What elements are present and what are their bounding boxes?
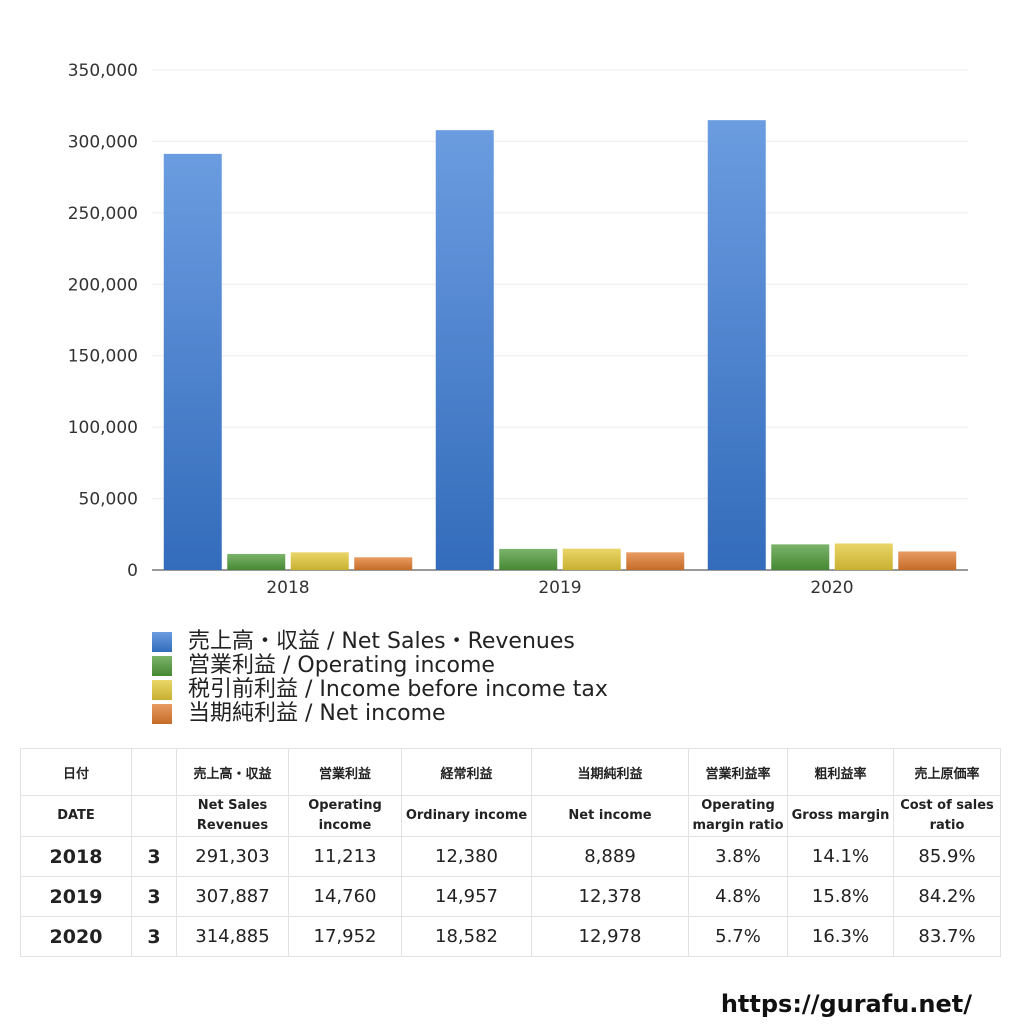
grid-lines [152,69,968,571]
value-cell: 12,378 [531,876,689,917]
x-tick-label: 2020 [810,578,853,598]
header-cell-en: Operating income [288,795,402,837]
bar-2019-series-4 [626,552,685,570]
header-cell-jp [131,748,177,796]
header-cell-en: Gross margin [787,795,894,837]
bar-2020-series-4 [898,551,957,570]
legend-swatch [152,656,172,676]
header-cell-jp: 経常利益 [401,748,532,796]
header-cell-en: Ordinary income [401,795,532,837]
header-cell-en: Cost of sales ratio [893,795,1001,837]
y-tick-label: 100,000 [68,418,138,438]
bar-chart: 0 50,000 100,000 150,000 200,000 250,000 300,0… [68,61,968,598]
legend-item: 税引前利益 / Income before income tax [152,678,608,702]
table-body: 2018 3 291,303 11,213 12,380 8,889 3.8% 14.1% 85… [20,836,1001,957]
year-cell: 2019 [20,876,132,917]
month-cell: 3 [131,836,177,877]
table-row: 2018 3 291,303 11,213 12,380 8,889 3.8% 14.1% 85… [20,836,1001,877]
legend-swatch [152,704,172,724]
financial-table-wrapper: 日付 売上高・収益 営業利益 経常利益 当期純利益 営業利益率 粗利益率 売上原価率 DATE… [20,748,1001,957]
legend-label: 営業利益 / Operating income [188,653,495,678]
y-tick-label: 200,000 [68,275,138,295]
table-header-english: DATE Net Sales Revenues Operating income Ordi… [20,795,1001,837]
value-cell: 314,885 [176,916,289,957]
value-cell: 18,582 [401,916,532,957]
legend-swatch [152,680,172,700]
y-tick-label: 300,000 [68,132,138,152]
financial-table: 日付 売上高・収益 営業利益 経常利益 当期純利益 営業利益率 粗利益率 売上原価率 DATE… [20,748,1001,957]
table-header-japanese: 日付 売上高・収益 営業利益 経常利益 当期純利益 営業利益率 粗利益率 売上原価率 [20,748,1001,796]
x-tick-label: 2019 [538,578,581,598]
header-cell-jp: 営業利益率 [688,748,788,796]
bar-2019-series-1 [435,130,494,570]
bar-2018-series-1 [163,153,222,571]
value-cell: 8,889 [531,836,689,877]
y-axis-ticks: 0 50,000 100,000 150,000 200,000 250,000 300,0… [68,61,138,581]
header-cell-jp: 売上高・収益 [176,748,289,796]
legend-label: 当期純利益 / Net income [188,701,446,726]
x-tick-label: 2018 [266,578,309,598]
legend-item: 売上高・収益 / Net Sales・Revenues [152,630,608,654]
value-cell: 83.7% [893,916,1001,957]
x-axis-ticks: 2018 2019 2020 [266,578,853,598]
table-row: 2020 3 314,885 17,952 18,582 12,978 5.7% 16.3% 8… [20,916,1001,957]
header-cell-en: DATE [20,795,132,837]
legend-item: 営業利益 / Operating income [152,654,608,678]
header-cell-jp: 営業利益 [288,748,402,796]
value-cell: 307,887 [176,876,289,917]
chart-legend: 売上高・収益 / Net Sales・Revenues 営業利益 / Operat… [152,630,608,726]
bars [163,120,957,571]
value-cell: 84.2% [893,876,1001,917]
header-cell-jp: 売上原価率 [893,748,1001,796]
header-cell-jp: 当期純利益 [531,748,689,796]
legend-label: 税引前利益 / Income before income tax [188,677,608,702]
value-cell: 12,380 [401,836,532,877]
legend-swatch [152,632,172,652]
month-cell: 3 [131,876,177,917]
year-cell: 2018 [20,836,132,877]
legend-label: 売上高・収益 / Net Sales・Revenues [188,629,575,654]
value-cell: 15.8% [787,876,894,917]
header-cell-en: Net income [531,795,689,837]
chart-canvas: 0 50,000 100,000 150,000 200,000 250,000 300,0… [68,61,968,598]
bar-2018-series-3 [290,552,349,570]
bar-2018-series-2 [227,553,286,570]
month-cell: 3 [131,916,177,957]
header-cell-en: Net Sales Revenues [176,795,289,837]
header-cell-en: Operating margin ratio [688,795,788,837]
bar-2020-series-3 [834,543,893,570]
bar-2020-series-2 [771,544,830,570]
value-cell: 17,952 [288,916,402,957]
value-cell: 16.3% [787,916,894,957]
value-cell: 14.1% [787,836,894,877]
table-row: 2019 3 307,887 14,760 14,957 12,378 4.8% 15.8% 8… [20,876,1001,917]
value-cell: 14,760 [288,876,402,917]
y-tick-label: 350,000 [68,61,138,81]
header-cell-jp: 日付 [20,748,132,796]
bar-2019-series-3 [562,548,621,570]
y-tick-label: 250,000 [68,204,138,224]
value-cell: 291,303 [176,836,289,877]
value-cell: 14,957 [401,876,532,917]
bar-2019-series-2 [499,548,558,570]
value-cell: 85.9% [893,836,1001,877]
legend-item: 当期純利益 / Net income [152,702,608,726]
y-tick-label: 50,000 [79,490,138,510]
value-cell: 3.8% [688,836,788,877]
value-cell: 12,978 [531,916,689,957]
y-tick-label: 0 [127,561,138,581]
value-cell: 11,213 [288,836,402,877]
value-cell: 4.8% [688,876,788,917]
y-tick-label: 150,000 [68,347,138,367]
bar-2020-series-1 [707,120,766,571]
bar-2018-series-4 [354,557,413,570]
source-url[interactable]: https://gurafu.net/ [720,990,972,1018]
header-cell-jp: 粗利益率 [787,748,894,796]
header-cell-en [131,795,177,837]
value-cell: 5.7% [688,916,788,957]
year-cell: 2020 [20,916,132,957]
